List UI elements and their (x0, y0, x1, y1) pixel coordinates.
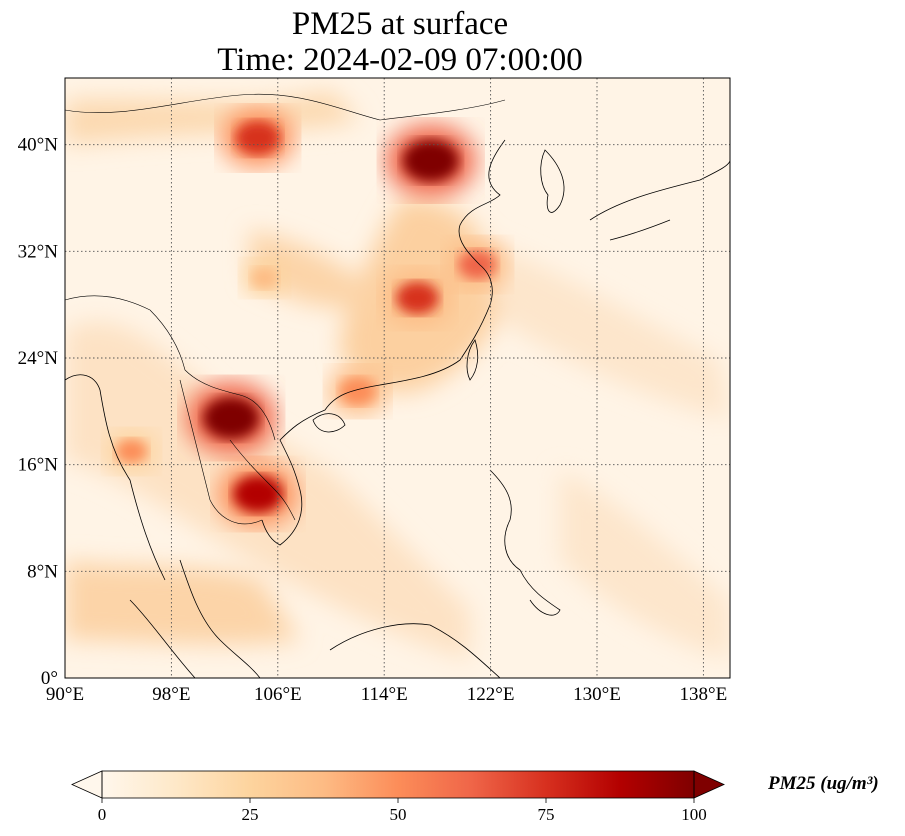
coastline-layer (65, 139, 730, 678)
hotspot-cambodia (218, 462, 298, 526)
colorbar-max-extend-arrow (693, 770, 725, 799)
northern-plume (65, 90, 360, 145)
bay-of-bengal-plume (65, 560, 300, 645)
colorbar-gradient (102, 771, 694, 798)
longitude-tick-label: 90°E (46, 684, 84, 705)
colorbar-tick-label: 75 (537, 805, 555, 824)
hotspot-myanmar-coast (105, 430, 158, 472)
hotspot-yangtze-delta (446, 239, 509, 290)
colorbar-min-extend-arrow (71, 770, 103, 799)
longitude-tick-label: 106°E (254, 684, 302, 705)
latitude-tick-label: 0° (41, 668, 58, 689)
latitude-tick-label: 8°N (27, 561, 58, 582)
colorbar-tick-label: 25 (241, 805, 259, 824)
longitude-tick-label: 114°E (361, 684, 408, 705)
colorbar-tick-label: 0 (97, 805, 107, 824)
borneo-coastline (329, 623, 501, 678)
mongolia-border (65, 93, 506, 121)
hotspot-north-china-plain (385, 124, 476, 197)
taiwan-coastline (466, 339, 479, 381)
colorbar-tick-label: 100 (681, 805, 707, 824)
hotspot-sichuan (242, 260, 287, 296)
china-south-border (65, 295, 276, 441)
longitude-tick-labels: 90°E 98°E 106°E 114°E 122°E 130°E 138°E (46, 684, 727, 705)
colorbar-tick-label: 50 (389, 805, 407, 824)
map-frame (64, 77, 731, 679)
china-vietnam-coastline (261, 139, 506, 546)
myanmar-coastline (65, 374, 166, 581)
japan-coastline (589, 159, 730, 241)
pacific-outflow-plume (480, 240, 730, 420)
gridline-layer (65, 78, 730, 678)
central-china-plume (250, 230, 380, 309)
hotspot-central-china (382, 270, 452, 326)
malay-coastline (129, 559, 261, 678)
western-pacific-plume (560, 470, 730, 660)
hotspot-northern-laos (186, 382, 277, 454)
colorbar-label: PM25 (ug/m³) (768, 773, 879, 794)
hotspot-south-china-coast (328, 367, 387, 415)
korea-coastline (540, 149, 565, 213)
hotspot-inner-mongolia (221, 109, 295, 167)
colorbar-tick-marks (101, 798, 695, 803)
map-title: PM25 at surface (291, 6, 509, 42)
longitude-tick-label: 130°E (573, 684, 621, 705)
longitude-tick-label: 138°E (680, 684, 728, 705)
thailand-border (179, 379, 263, 525)
latitude-tick-label: 16°N (18, 455, 59, 476)
latitude-tick-label: 40°N (18, 135, 59, 156)
latitude-tick-label: 32°N (18, 241, 59, 262)
longitude-tick-label: 98°E (152, 684, 190, 705)
longitude-tick-label: 122°E (467, 684, 515, 705)
colorbar (71, 770, 725, 803)
philippines-coastline (489, 469, 561, 616)
laos-cambodia-border (229, 439, 296, 521)
border-layer (65, 93, 506, 525)
hainan-coastline (312, 413, 346, 433)
map-time-subtitle: Time: 2024-02-09 07:00:00 (217, 42, 583, 78)
latitude-tick-label: 24°N (18, 348, 59, 369)
latitude-tick-labels: 0° 8°N 16°N 24°N 32°N 40°N (18, 135, 59, 689)
